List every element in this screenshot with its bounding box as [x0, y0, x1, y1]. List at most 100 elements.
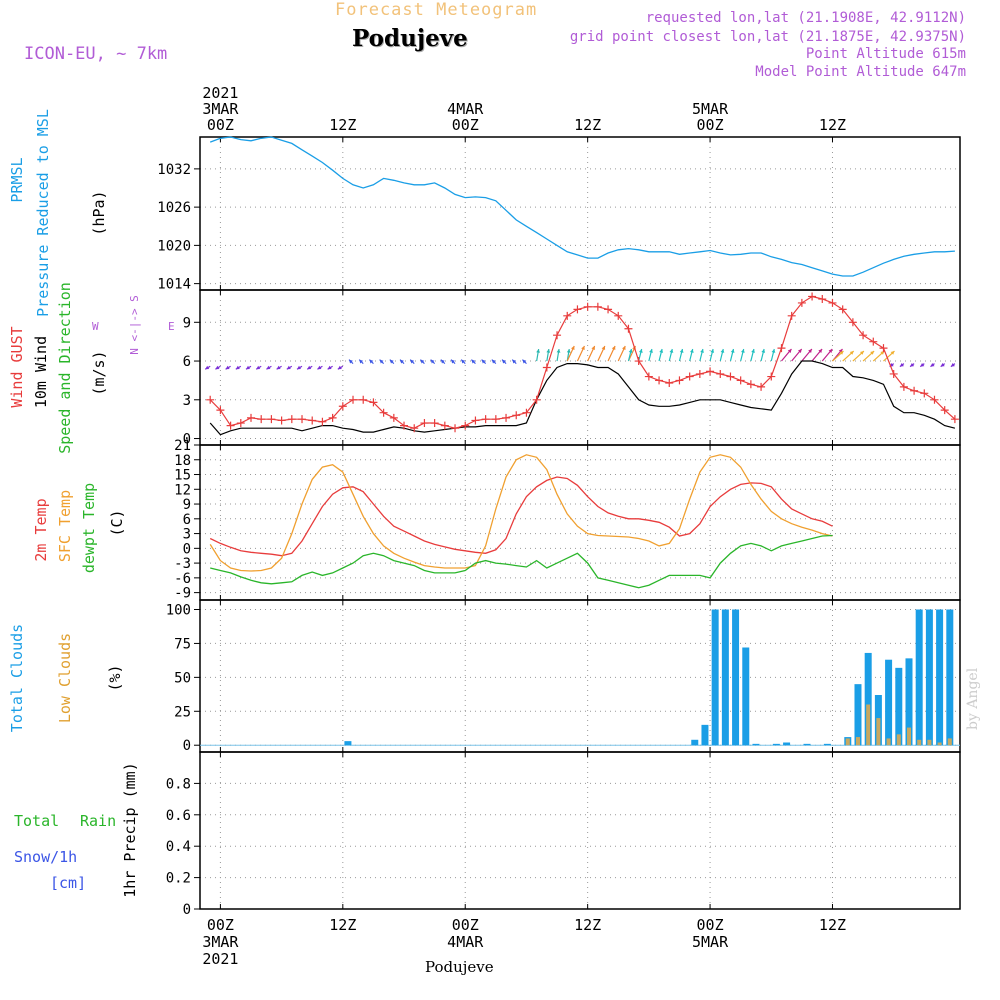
- wind-arrow-head: [890, 351, 895, 355]
- gust-marker: [573, 305, 582, 314]
- panel-frame-clouds: [199, 599, 961, 753]
- gust-marker: [553, 331, 562, 340]
- gust-marker: [889, 369, 898, 378]
- y-tick-label: 50: [174, 670, 191, 686]
- precip-snow-label: Snow/1h: [14, 848, 77, 866]
- series-line: [210, 534, 833, 589]
- gust-marker: [777, 344, 786, 353]
- total-cloud-bar: [344, 741, 352, 746]
- compass-west: W: [92, 320, 99, 333]
- total-cloud-bar: [691, 739, 699, 746]
- series-line: [209, 136, 955, 277]
- panel-label: SFC Temp: [56, 490, 74, 562]
- gust-marker: [746, 380, 755, 389]
- total-cloud-bar: [946, 609, 954, 746]
- total-cloud-bar: [864, 652, 872, 746]
- wind-arrow-head: [369, 359, 374, 364]
- gust-marker: [808, 292, 817, 301]
- gust-marker: [349, 395, 358, 404]
- gust-marker: [400, 421, 409, 430]
- wind-arrow-head: [266, 365, 271, 370]
- gust-marker: [440, 421, 449, 430]
- time-label-bottom: 4MAR: [447, 933, 484, 951]
- total-cloud-bar: [823, 743, 831, 746]
- total-cloud-bar: [854, 684, 862, 746]
- panel-label: 10m Wind: [32, 336, 50, 408]
- low-cloud-bar: [876, 718, 881, 746]
- footer-location: Podujeve: [425, 958, 494, 976]
- gust-marker: [838, 305, 847, 314]
- gust-marker: [461, 421, 470, 430]
- compass-east: E: [168, 320, 175, 333]
- wind-arrow-head: [828, 349, 833, 353]
- y-tick-label: 0.4: [166, 839, 191, 855]
- wind-arrow-head: [638, 349, 643, 353]
- y-tick-label: 3: [183, 527, 191, 543]
- wind-arrow-head: [849, 351, 854, 355]
- gust-marker: [644, 372, 653, 381]
- panel-frame-pressure: [199, 136, 961, 291]
- wind-arrow-head: [546, 349, 551, 353]
- wind-arrow-head: [502, 359, 506, 364]
- gust-marker: [532, 395, 541, 404]
- gust-marker: [899, 382, 908, 391]
- gust-marker: [277, 416, 286, 425]
- gust-marker: [328, 413, 337, 422]
- panel-label: 2m Temp: [32, 498, 50, 561]
- gust-marker: [940, 406, 949, 415]
- wind-arrow-head: [771, 349, 776, 353]
- wind-arrow-head: [556, 349, 561, 353]
- wind-arrow-head: [628, 349, 633, 353]
- gust-marker: [685, 372, 694, 381]
- wind-arrow-head: [930, 363, 935, 367]
- y-tick-label: 100: [166, 603, 191, 619]
- wind-arrow-head: [276, 365, 281, 370]
- low-cloud-bar: [866, 704, 871, 746]
- wind-arrow-head: [286, 365, 291, 370]
- time-label-top: 00Z: [697, 116, 724, 134]
- gust-marker: [767, 372, 776, 381]
- wind-arrow-head: [297, 365, 301, 370]
- total-cloud-bar: [772, 743, 780, 746]
- wind-arrow-head: [349, 359, 353, 364]
- wind-arrow-head: [690, 349, 694, 353]
- gust-marker: [236, 419, 245, 428]
- wind-arrow-head: [860, 351, 864, 355]
- time-label-top: 4MAR: [447, 100, 484, 118]
- wind-arrow-head: [669, 349, 674, 353]
- wind-arrow-head: [430, 359, 435, 364]
- wind-arrow-head: [761, 349, 766, 353]
- gust-marker: [848, 318, 857, 327]
- wind-arrow-head: [611, 346, 616, 350]
- time-label-top: 12Z: [329, 116, 356, 134]
- gust-marker: [655, 376, 664, 385]
- requested-coordinates: requested lon,lat (21.1908E, 42.9112N): [645, 10, 966, 26]
- y-tick-label: 0: [183, 902, 191, 918]
- wind-arrow-head: [622, 346, 626, 350]
- wind-arrow-head: [410, 359, 415, 364]
- gust-marker: [859, 331, 868, 340]
- wind-arrow-head: [910, 363, 915, 367]
- y-tick-label: 0: [183, 541, 191, 557]
- gust-marker: [920, 389, 929, 398]
- y-tick-label: -3: [174, 556, 191, 572]
- wind-arrow-head: [710, 349, 715, 353]
- y-tick-label: 1020: [157, 238, 191, 254]
- wind-arrow-head: [512, 359, 517, 364]
- wind-arrow-head: [327, 365, 332, 370]
- gust-marker: [879, 344, 888, 353]
- wind-gust-line: [209, 295, 956, 429]
- gust-marker: [614, 311, 623, 320]
- wind-arrow-head: [720, 349, 725, 353]
- gust-marker: [481, 415, 490, 424]
- wind-arrow-head: [359, 359, 364, 364]
- y-tick-label: 9: [183, 315, 191, 331]
- wind-arrow-head: [571, 346, 575, 350]
- wind-arrow-head: [481, 359, 486, 364]
- time-label-top: 12Z: [574, 116, 601, 134]
- wind-arrow-head: [808, 349, 812, 353]
- time-label-bottom: 12Z: [329, 916, 356, 934]
- y-tick-label: 6: [183, 354, 191, 370]
- wind-arrow-head: [317, 365, 322, 370]
- gust-marker: [736, 376, 745, 385]
